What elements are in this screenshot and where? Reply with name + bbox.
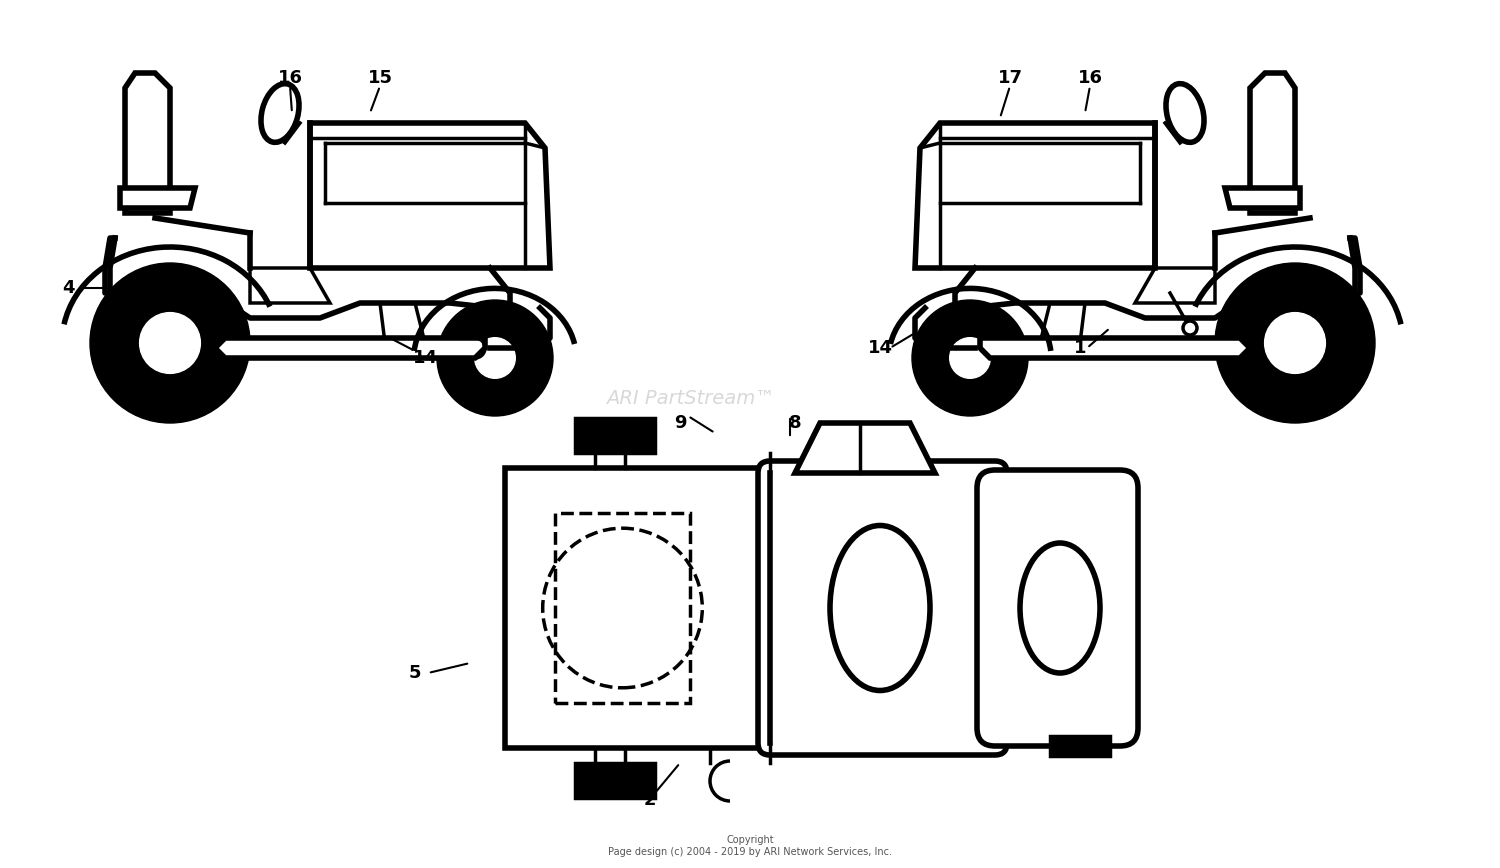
Text: 9: 9 — [674, 414, 686, 432]
Bar — [574, 418, 656, 453]
Text: Copyright
Page design (c) 2004 - 2019 by ARI Network Services, Inc.: Copyright Page design (c) 2004 - 2019 by… — [608, 835, 892, 857]
Circle shape — [1215, 263, 1376, 423]
Ellipse shape — [1020, 543, 1100, 673]
FancyBboxPatch shape — [758, 461, 1006, 755]
Circle shape — [1264, 312, 1326, 373]
Bar — [506, 468, 770, 748]
Polygon shape — [214, 338, 484, 358]
Circle shape — [912, 300, 1028, 416]
Polygon shape — [120, 188, 195, 208]
FancyBboxPatch shape — [976, 470, 1138, 746]
Text: 1: 1 — [1074, 339, 1086, 357]
Polygon shape — [1040, 303, 1084, 343]
Text: ARI PartStream™: ARI PartStream™ — [606, 389, 774, 407]
Text: 4: 4 — [62, 279, 74, 297]
Polygon shape — [380, 303, 424, 343]
Bar — [1050, 736, 1110, 756]
Text: 5: 5 — [408, 664, 422, 682]
Ellipse shape — [261, 83, 299, 142]
Bar — [555, 513, 690, 703]
Polygon shape — [251, 268, 330, 303]
Text: 14: 14 — [867, 339, 892, 357]
Polygon shape — [310, 123, 550, 268]
Circle shape — [140, 312, 201, 373]
Text: 16: 16 — [1077, 69, 1102, 87]
Text: 14: 14 — [413, 349, 438, 367]
Polygon shape — [124, 73, 170, 213]
Circle shape — [950, 338, 990, 378]
Bar — [574, 763, 656, 798]
Ellipse shape — [1166, 83, 1204, 142]
Polygon shape — [1250, 73, 1294, 213]
Circle shape — [1184, 321, 1197, 335]
Text: 15: 15 — [368, 69, 393, 87]
Text: 8: 8 — [789, 414, 801, 432]
Polygon shape — [980, 338, 1250, 358]
Circle shape — [474, 338, 516, 378]
Polygon shape — [915, 123, 1155, 268]
Circle shape — [90, 263, 251, 423]
Text: 2: 2 — [644, 791, 657, 809]
Circle shape — [436, 300, 554, 416]
Polygon shape — [795, 423, 934, 473]
Text: 16: 16 — [278, 69, 303, 87]
Text: 17: 17 — [998, 69, 1023, 87]
Polygon shape — [1136, 268, 1215, 303]
Polygon shape — [1226, 188, 1300, 208]
Ellipse shape — [830, 525, 930, 691]
